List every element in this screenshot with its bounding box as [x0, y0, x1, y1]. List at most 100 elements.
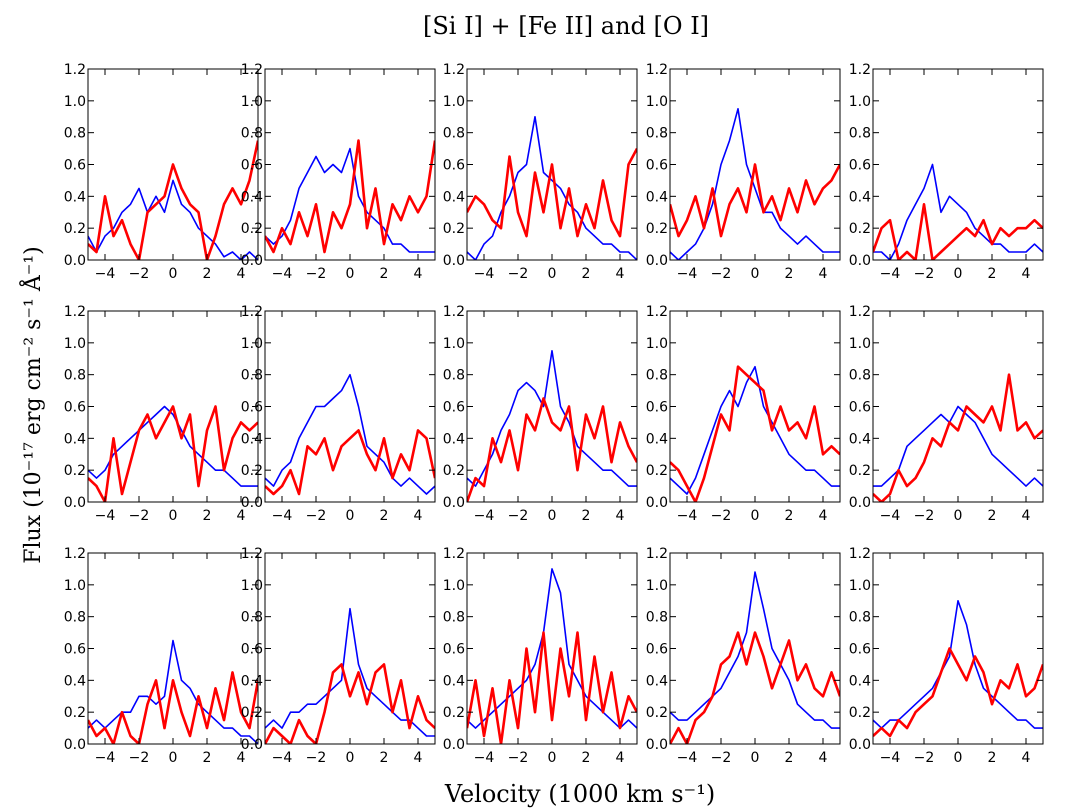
x-tick-label: 0 [751, 266, 760, 282]
x-tick-label: −2 [508, 750, 529, 766]
x-tick-label: −2 [711, 508, 732, 524]
blue-line [88, 179, 258, 260]
red-line [88, 671, 258, 744]
blue-line [467, 349, 637, 487]
panel-frame [872, 68, 1044, 261]
x-tick-label: −2 [914, 750, 935, 766]
panel-r2c2: 0.0 0.2 0.4 0.6 0.8 1.0 1.2 −4 −2 0 2 4 [241, 304, 436, 524]
x-tick-label: −2 [306, 266, 327, 282]
y-tick-label: 0.4 [64, 189, 86, 205]
red-line [873, 373, 1043, 502]
x-tick-label: −4 [272, 750, 293, 766]
y-tick-label: 0.6 [443, 400, 465, 416]
x-tick-label: −4 [474, 508, 495, 524]
red-line [670, 163, 840, 238]
y-axis-label: Flux (10⁻¹⁷ erg cm⁻² s⁻¹ Å⁻¹) [18, 246, 46, 564]
y-tick-label: 0.8 [849, 610, 871, 626]
y-tick-label: 0.2 [443, 705, 465, 721]
panel-r3c1: 0.0 0.2 0.4 0.6 0.8 1.0 1.2 −4 −2 0 2 4 [64, 546, 259, 766]
red-line [873, 647, 1043, 738]
y-tick-label: 0.0 [241, 495, 263, 511]
y-tick-label: 1.2 [646, 62, 668, 78]
panel-frame [87, 552, 259, 745]
x-tick-label: −2 [508, 266, 529, 282]
y-tick-label: 0.6 [443, 642, 465, 658]
y-tick-label: 1.0 [443, 94, 465, 110]
x-tick-label: 0 [954, 508, 963, 524]
red-line [873, 203, 1043, 260]
y-tick-label: 1.2 [849, 62, 871, 78]
y-tick-label: 0.4 [241, 673, 263, 689]
x-tick-label: −2 [711, 266, 732, 282]
y-tick-label: 1.2 [443, 546, 465, 562]
y-tick-label: 0.0 [443, 737, 465, 753]
red-line [467, 631, 637, 744]
x-tick-label: −4 [95, 750, 116, 766]
red-line [467, 397, 637, 502]
red-line [265, 139, 435, 254]
y-tick-label: 0.2 [646, 705, 668, 721]
y-tick-label: 0.0 [849, 495, 871, 511]
x-tick-label: 2 [203, 508, 212, 524]
y-tick-label: 0.4 [443, 431, 465, 447]
x-tick-label: −4 [474, 750, 495, 766]
panel-frame [872, 552, 1044, 745]
y-tick-label: 0.2 [443, 463, 465, 479]
x-tick-label: 4 [819, 750, 828, 766]
x-tick-label: 0 [751, 508, 760, 524]
y-tick-label: 1.2 [443, 62, 465, 78]
y-tick-label: 0.6 [646, 642, 668, 658]
y-tick-label: 0.2 [64, 221, 86, 237]
x-tick-label: 0 [346, 508, 355, 524]
x-tick-label: −2 [914, 508, 935, 524]
y-tick-label: 0.2 [646, 463, 668, 479]
x-tick-label: 2 [785, 508, 794, 524]
y-tick-label: 0.4 [849, 673, 871, 689]
y-tick-label: 0.6 [646, 158, 668, 174]
x-tick-label: 2 [785, 750, 794, 766]
x-tick-label: 0 [346, 266, 355, 282]
blue-line [873, 163, 1043, 260]
y-tick-label: 1.2 [64, 304, 86, 320]
x-tick-label: −2 [711, 750, 732, 766]
y-tick-label: 1.0 [646, 578, 668, 594]
x-tick-label: 0 [548, 750, 557, 766]
x-tick-label: 0 [169, 266, 178, 282]
y-tick-label: 1.2 [646, 546, 668, 562]
y-tick-label: 0.6 [443, 158, 465, 174]
x-tick-label: −4 [880, 750, 901, 766]
x-tick-label: −4 [95, 266, 116, 282]
y-tick-label: 0.4 [241, 431, 263, 447]
panel-frame [264, 68, 436, 261]
panel-frame [264, 552, 436, 745]
x-tick-label: 4 [616, 750, 625, 766]
y-tick-label: 0.2 [241, 705, 263, 721]
x-tick-label: 4 [237, 266, 246, 282]
y-tick-label: 1.0 [646, 94, 668, 110]
x-tick-label: 2 [582, 508, 591, 524]
x-tick-label: 2 [203, 266, 212, 282]
y-tick-label: 0.8 [443, 368, 465, 384]
panel-frame [669, 552, 841, 745]
blue-line [265, 607, 435, 737]
panel-r2c5: 0.0 0.2 0.4 0.6 0.8 1.0 1.2 −4 −2 0 2 4 [849, 304, 1044, 524]
y-tick-label: 1.2 [646, 304, 668, 320]
x-tick-label: 2 [380, 508, 389, 524]
panel-r2c3: 0.0 0.2 0.4 0.6 0.8 1.0 1.2 −4 −2 0 2 4 [443, 304, 638, 524]
x-tick-label: 4 [414, 266, 423, 282]
y-tick-label: 0.0 [443, 253, 465, 269]
panel-r1c5: 0.0 0.2 0.4 0.6 0.8 1.0 1.2 −4 −2 0 2 4 [849, 62, 1044, 282]
x-tick-label: −4 [474, 266, 495, 282]
y-tick-label: 0.4 [849, 189, 871, 205]
x-tick-label: −4 [272, 266, 293, 282]
panel-r3c4: 0.0 0.2 0.4 0.6 0.8 1.0 1.2 −4 −2 0 2 4 [646, 546, 841, 766]
x-tick-label: −2 [508, 508, 529, 524]
x-tick-label: 4 [237, 750, 246, 766]
y-tick-label: 0.0 [646, 737, 668, 753]
y-tick-label: 0.6 [849, 158, 871, 174]
x-tick-label: 2 [203, 750, 212, 766]
red-line [88, 405, 258, 502]
panel-r2c1: 0.0 0.2 0.4 0.6 0.8 1.0 1.2 −4 −2 0 2 4 [64, 304, 259, 524]
y-tick-label: 0.6 [64, 158, 86, 174]
